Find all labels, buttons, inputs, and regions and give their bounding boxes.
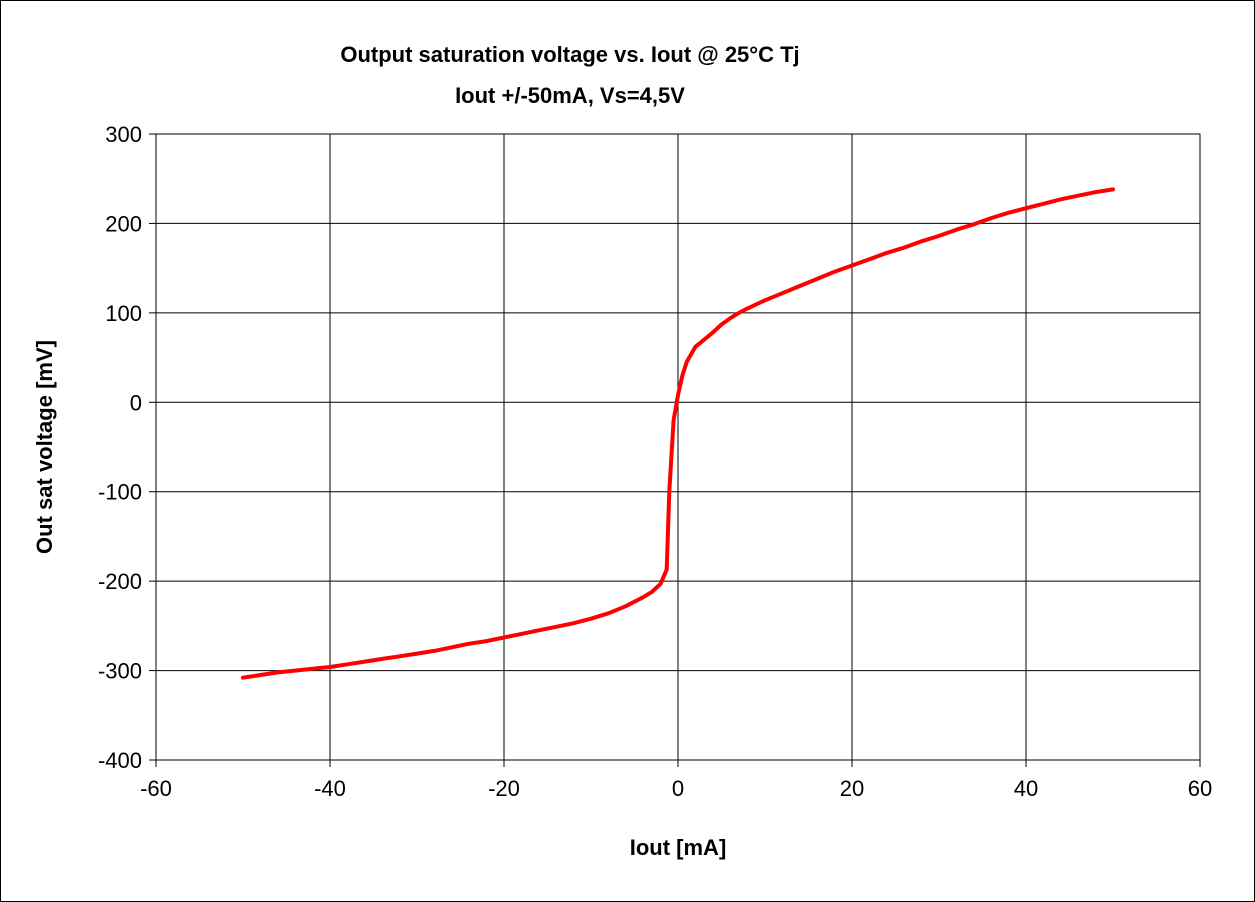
data-point [885,251,889,255]
y-tick-label: 100 [105,301,142,326]
data-point [1041,202,1045,206]
ticks: -60 -40 -20 0 20 40 603002001000-100-200-300-4… [98,122,1212,801]
x-tick-label: 0 [672,776,684,801]
data-point [485,639,489,643]
data-point [746,306,750,310]
chart-subtitle: Iout +/-50mA, Vs=4,5V [455,83,685,108]
x-tick-label: 60 [1188,776,1212,801]
data-point [398,654,402,658]
x-tick-label: -20 [488,776,520,801]
data-point [624,604,628,608]
data-point [798,284,802,288]
x-tick-label: 40 [1014,776,1038,801]
data-point [450,645,454,649]
data-point [1007,211,1011,215]
data-point [693,345,697,349]
series-layer [241,187,1115,680]
data-point [363,660,367,664]
x-tick-label: -40 [314,776,346,801]
data-point [902,246,906,250]
data-point [345,662,349,666]
data-point [502,636,506,639]
data-point [537,628,541,632]
data-point [606,611,610,615]
y-tick-label: -300 [98,659,142,684]
x-tick-label: 20 [840,776,864,801]
y-tick-label: 0 [130,390,142,415]
data-point [1094,190,1098,194]
data-point [850,264,854,267]
data-point [659,582,663,586]
data-point [641,595,645,599]
data-point [972,222,976,226]
data-point [1024,206,1028,210]
data-point [672,418,676,422]
x-tick-label: -60 [140,776,172,801]
data-point [380,657,384,661]
y-tick-label: 300 [105,122,142,147]
y-axis-label: Out sat voltage [mV] [32,340,57,554]
data-point [1111,187,1115,191]
y-tick-label: -100 [98,480,142,505]
data-point [989,216,993,220]
data-point [415,652,419,656]
data-point [711,331,715,334]
data-point [258,673,262,677]
data-point [867,257,871,261]
data-point [815,277,819,281]
chart-title: Output saturation voltage vs. Iout @ 25°… [340,42,799,67]
data-point [920,239,924,243]
data-point [519,632,523,636]
data-point [728,316,732,320]
data-point [833,270,837,274]
y-tick-label: -400 [98,748,142,773]
data-point [432,649,436,653]
data-point [276,670,280,674]
data-point [665,568,669,571]
y-tick-label: 200 [105,211,142,236]
data-point [1076,194,1080,198]
data-point [680,374,684,377]
data-point [311,667,315,671]
data-point [667,490,671,494]
data-point [467,642,471,646]
data-point [937,234,941,238]
data-point [685,360,689,364]
data-point [737,311,741,315]
data-point [293,669,297,673]
data-point [572,621,576,625]
data-point [702,338,706,342]
x-axis-label: Iout [mA] [630,835,727,860]
data-point [720,323,723,326]
data-point [554,625,558,629]
y-tick-label: -200 [98,569,142,594]
data-point [328,665,332,669]
data-point [589,617,593,621]
data-point [1059,197,1063,201]
data-point [780,291,784,295]
data-point [650,590,654,594]
series-line-0 [241,187,1115,680]
data-point [241,676,245,680]
data-point [763,298,767,302]
data-point [954,228,958,232]
data-point [676,393,680,397]
